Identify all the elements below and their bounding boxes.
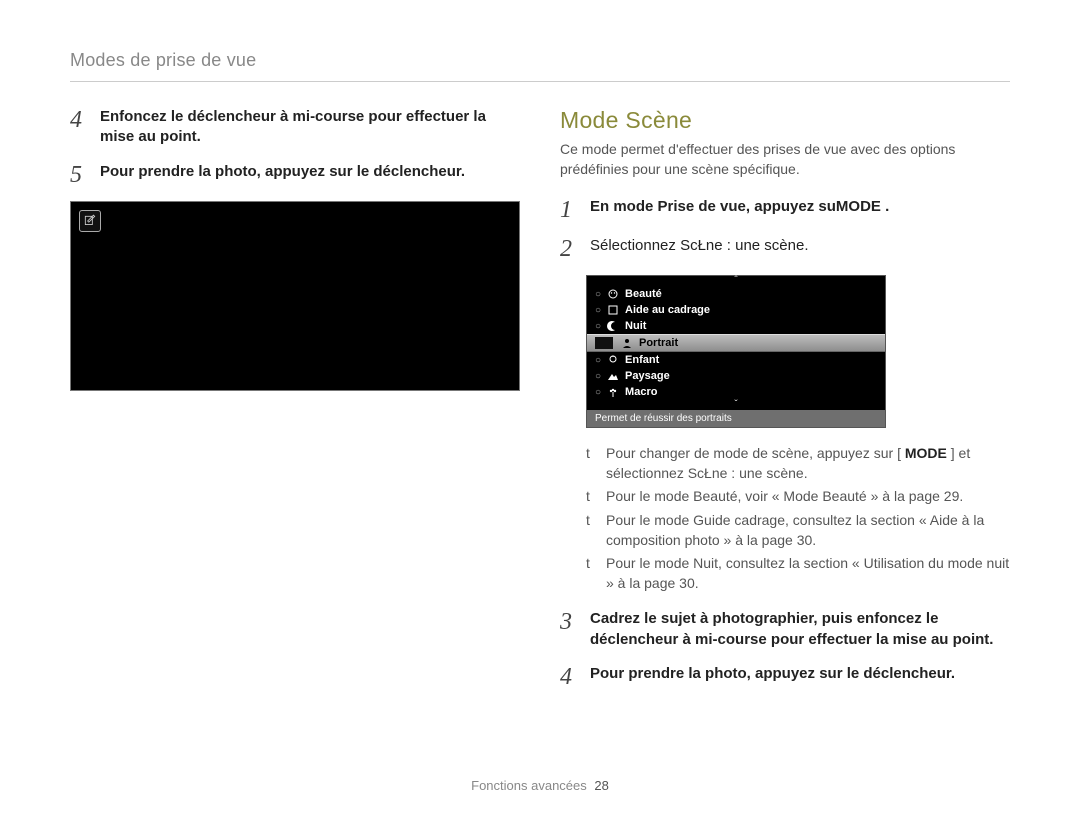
scene-item-beaute[interactable]: ○ Beauté — [587, 286, 885, 302]
bullet-marker: t — [586, 444, 596, 483]
note-item: t Pour le mode Guide cadrage, consultez … — [586, 511, 1010, 550]
menu-arrow-down: ˇ — [587, 400, 885, 410]
bullet-marker: t — [586, 487, 596, 507]
step-number: 2 — [560, 236, 580, 261]
camera-preview-placeholder — [70, 201, 520, 391]
scene-item-label: Nuit — [625, 320, 646, 332]
scene-item-label: Macro — [625, 386, 657, 398]
mode-label: MODE — [836, 198, 881, 215]
note-icon — [79, 210, 101, 232]
step-item: 2 Sélectionnez ScŁne : une scène. — [560, 236, 1010, 261]
bullet-icon: ○ — [595, 371, 601, 382]
scene-item-cadrage[interactable]: ○ Aide au cadrage — [587, 302, 885, 318]
step-number: 4 — [70, 107, 90, 148]
note-text: Pour le mode Nuit, consultez la section … — [606, 554, 1010, 593]
step-text: Enfoncez le déclencheur à mi-course pour… — [100, 107, 520, 148]
scene-item-label: Aide au cadrage — [625, 304, 710, 316]
note-item: t Pour changer de mode de scène, appuyez… — [586, 444, 1010, 483]
step-item: 5 Pour prendre la photo, appuyez sur le … — [70, 162, 520, 187]
step-item: 4 Enfoncez le déclencheur à mi-course po… — [70, 107, 520, 148]
scene-item-enfant[interactable]: ○ Enfant — [587, 352, 885, 368]
scene-badge-icon — [595, 337, 613, 349]
note-text-part: Pour changer de mode de scène, appuyez s… — [606, 445, 905, 461]
moon-icon — [607, 320, 619, 332]
scene-item-macro[interactable]: ○ Macro — [587, 384, 885, 400]
frame-icon — [607, 304, 619, 316]
step-text: Cadrez le sujet à photographier, puis en… — [590, 609, 1010, 650]
bullet-icon: ○ — [595, 387, 601, 398]
bullet-icon: ○ — [595, 305, 601, 316]
menu-arrow-up: ˆ — [587, 276, 885, 286]
step-text: Pour prendre la photo, appuyez sur le dé… — [590, 664, 1010, 689]
mode-label: MODE — [905, 445, 947, 461]
step-text: En mode Prise de vue, appuyez suMODE . — [590, 197, 1010, 222]
flower-icon — [607, 386, 619, 398]
scene-item-label: Paysage — [625, 370, 670, 382]
scene-item-portrait[interactable]: Portrait — [587, 334, 885, 352]
mountain-icon — [607, 370, 619, 382]
step-number: 1 — [560, 197, 580, 222]
step-item: 4 Pour prendre la photo, appuyez sur le … — [560, 664, 1010, 689]
step-number: 4 — [560, 664, 580, 689]
section-description: Ce mode permet d'effectuer des prises de… — [560, 140, 1010, 179]
bullet-icon: ○ — [595, 355, 601, 366]
scene-menu: ˆ ○ Beauté ○ Aide au cadrage ○ Nuit Port… — [586, 275, 886, 428]
left-column: 4 Enfoncez le déclencheur à mi-course po… — [70, 107, 520, 703]
scene-item-paysage[interactable]: ○ Paysage — [587, 368, 885, 384]
child-icon — [607, 354, 619, 366]
content-columns: 4 Enfoncez le déclencheur à mi-course po… — [70, 107, 1010, 703]
note-text: Pour le mode Guide cadrage, consultez la… — [606, 511, 1010, 550]
section-title: Mode Scène — [560, 107, 1010, 134]
step-text: Pour prendre la photo, appuyez sur le dé… — [100, 162, 520, 187]
scene-description-bar: Permet de réussir des portraits — [587, 410, 885, 427]
scene-item-label: Portrait — [639, 337, 678, 349]
face-icon — [607, 288, 619, 300]
note-text: Pour le mode Beauté, voir « Mode Beauté … — [606, 487, 963, 507]
page-number: 28 — [594, 778, 608, 793]
breadcrumb: Modes de prise de vue — [70, 50, 1010, 71]
step-text-part: : une scène. — [727, 237, 809, 254]
step-text-part: Sélectionnez — [590, 237, 680, 254]
scene-item-label: Enfant — [625, 354, 659, 366]
footer-label: Fonctions avancées — [471, 778, 587, 793]
bullet-icon: ○ — [595, 321, 601, 332]
step-number: 5 — [70, 162, 90, 187]
right-column: Mode Scène Ce mode permet d'effectuer de… — [560, 107, 1010, 703]
step-text: Sélectionnez ScŁne : une scène. — [590, 236, 1010, 261]
bullet-icon: ○ — [595, 289, 601, 300]
notes-list: t Pour changer de mode de scène, appuyez… — [586, 444, 1010, 593]
note-item: t Pour le mode Beauté, voir « Mode Beaut… — [586, 487, 1010, 507]
divider — [70, 81, 1010, 82]
note-item: t Pour le mode Nuit, consultez la sectio… — [586, 554, 1010, 593]
scene-item-label: Beauté — [625, 288, 662, 300]
step-text-part: En mode Prise de vue, appuyez su — [590, 198, 836, 215]
step-number: 3 — [560, 609, 580, 650]
portrait-icon — [621, 337, 633, 349]
scene-keyword: ScŁne — [680, 237, 727, 254]
note-text: Pour changer de mode de scène, appuyez s… — [606, 444, 1010, 483]
page-footer: Fonctions avancées 28 — [0, 778, 1080, 793]
step-item: 1 En mode Prise de vue, appuyez suMODE . — [560, 197, 1010, 222]
bullet-marker: t — [586, 554, 596, 593]
bullet-marker: t — [586, 511, 596, 550]
scene-item-nuit[interactable]: ○ Nuit — [587, 318, 885, 334]
step-text-part: . — [881, 198, 889, 215]
step-item: 3 Cadrez le sujet à photographier, puis … — [560, 609, 1010, 650]
